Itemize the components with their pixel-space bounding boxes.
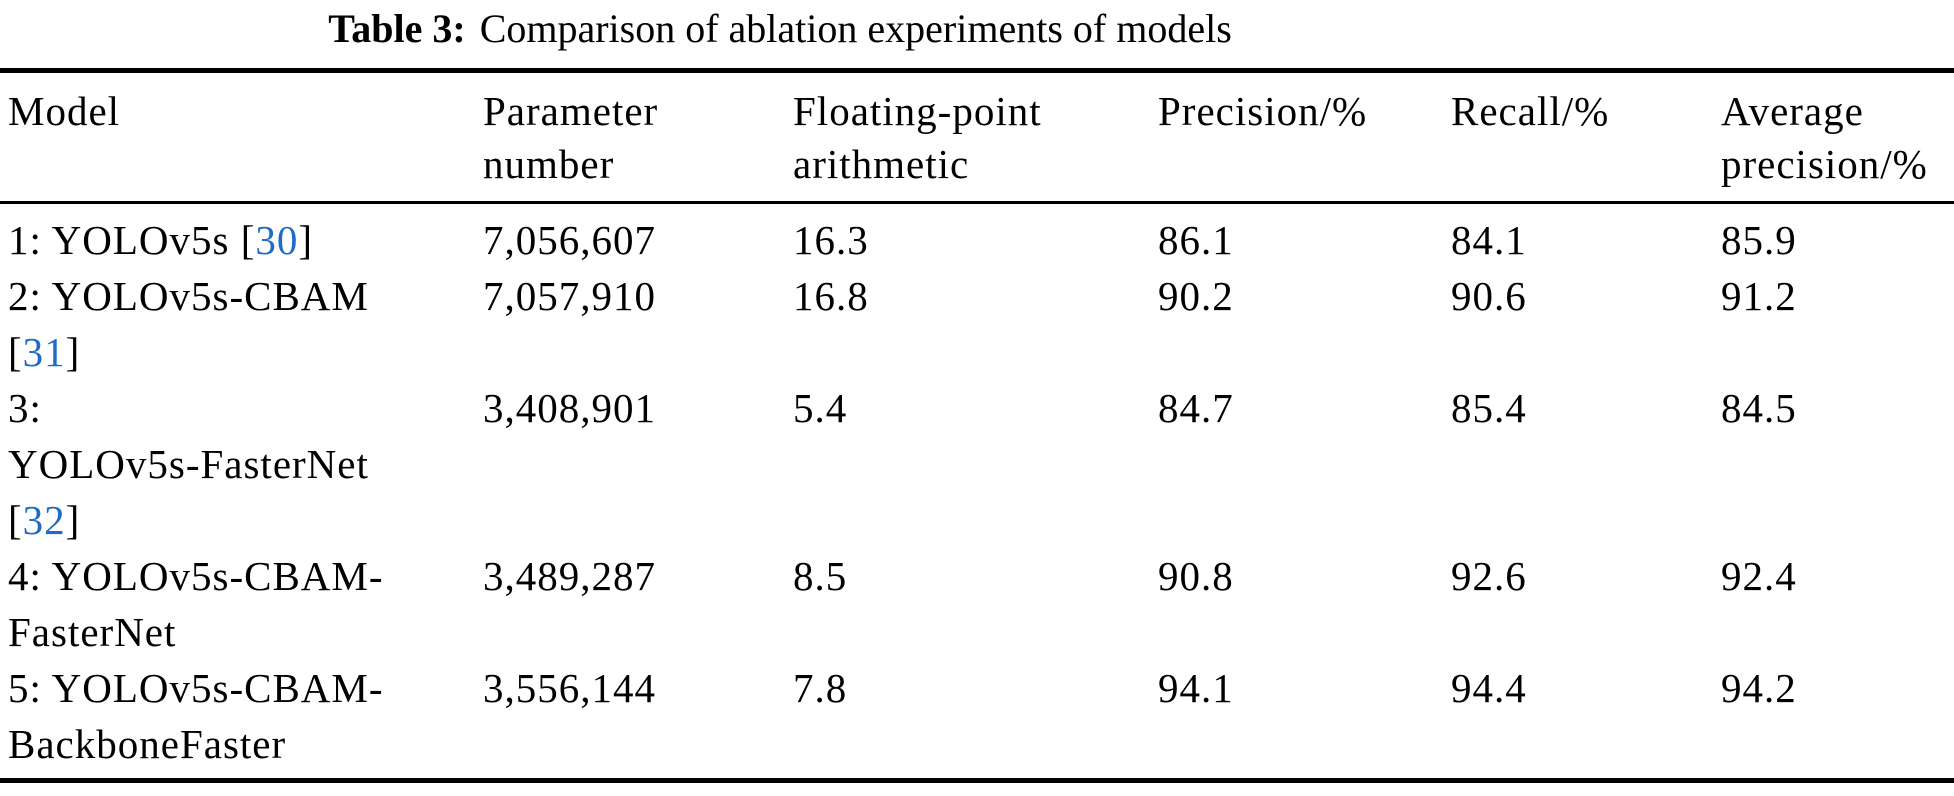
cell-average_precision: 94.2 <box>1721 665 1797 711</box>
table-row-5: 5: YOLOv5s-CBAM- BackboneFaster 3,556,144 7… <box>0 660 1954 772</box>
cell-model: 4: YOLOv5s-CBAM- FasterNet <box>0 548 483 660</box>
model-text: ] <box>65 329 81 375</box>
cell-floating_point: 8.5 <box>793 553 848 599</box>
cell-parameter_number: 3,408,901 <box>483 385 656 431</box>
column-header-average_precision: Average precision/% <box>1721 88 1928 187</box>
model-text: 4: YOLOv5s-CBAM- <box>8 553 384 599</box>
model-line: 3: <box>8 380 483 436</box>
model-line: 1: YOLOv5s [30] <box>8 212 483 268</box>
model-line: 4: YOLOv5s-CBAM- <box>8 548 483 604</box>
model-text: 1: YOLOv5s [ <box>8 217 256 263</box>
cell-recall: 84.1 <box>1451 217 1527 263</box>
model-text: [ <box>8 329 23 375</box>
table-caption-text: Comparison of ablation experiments of mo… <box>479 6 1232 51</box>
cell-average_precision: 85.9 <box>1721 217 1797 263</box>
cell-precision: 84.7 <box>1158 385 1234 431</box>
model-line: 5: YOLOv5s-CBAM- <box>8 660 483 716</box>
model-text: BackboneFaster <box>8 721 287 767</box>
model-text: 5: YOLOv5s-CBAM- <box>8 665 384 711</box>
cell-model: 2: YOLOv5s-CBAM [31] <box>0 268 483 380</box>
cell-recall: 94.4 <box>1451 665 1527 711</box>
cell-parameter_number: 3,489,287 <box>483 553 656 599</box>
table-header-rule <box>0 201 1954 204</box>
table-row-4: 4: YOLOv5s-CBAM- FasterNet 3,489,287 8.5 90.… <box>0 548 1954 660</box>
cell-recall: 92.6 <box>1451 553 1527 599</box>
cell-average_precision: 91.2 <box>1721 273 1797 319</box>
model-line: FasterNet <box>8 604 483 660</box>
cell-average_precision: 84.5 <box>1721 385 1797 431</box>
cell-precision: 94.1 <box>1158 665 1234 711</box>
cell-precision: 86.1 <box>1158 217 1234 263</box>
model-text: 3: <box>8 385 42 431</box>
table-bottom-rule <box>0 778 1954 783</box>
cell-floating_point: 16.8 <box>793 273 869 319</box>
cell-recall: 90.6 <box>1451 273 1527 319</box>
column-header-precision: Precision/% <box>1158 88 1368 134</box>
cell-parameter_number: 3,556,144 <box>483 665 656 711</box>
table-caption: Table 3: Comparison of ablation experimen… <box>0 0 1560 52</box>
model-line: [32] <box>8 492 483 548</box>
model-line: YOLOv5s-FasterNet <box>8 436 483 492</box>
model-text: 2: YOLOv5s-CBAM <box>8 273 369 319</box>
column-header-floating_point: Floating-point arithmetic <box>793 88 1042 187</box>
cell-floating_point: 7.8 <box>793 665 848 711</box>
model-line: BackboneFaster <box>8 716 483 772</box>
cell-precision: 90.2 <box>1158 273 1234 319</box>
citation-link-30[interactable]: 30 <box>255 217 299 263</box>
model-text: FasterNet <box>8 609 177 655</box>
model-text: YOLOv5s-FasterNet <box>8 441 369 487</box>
model-text: ] <box>298 217 314 263</box>
model-text: ] <box>65 497 81 543</box>
cell-parameter_number: 7,057,910 <box>483 273 656 319</box>
cell-model: 1: YOLOv5s [30] <box>0 212 483 268</box>
model-line: [31] <box>8 324 483 380</box>
cell-average_precision: 92.4 <box>1721 553 1797 599</box>
cell-floating_point: 5.4 <box>793 385 848 431</box>
table-row-3: 3: YOLOv5s-FasterNet [32] 3,408,901 5.4 84.7 8… <box>0 380 1954 548</box>
citation-link-32[interactable]: 32 <box>22 497 66 543</box>
cell-model: 3: YOLOv5s-FasterNet [32] <box>0 380 483 548</box>
table-row-2: 2: YOLOv5s-CBAM [31] 7,057,910 16.8 90.2 90.6… <box>0 268 1954 380</box>
table-top-rule <box>0 68 1954 73</box>
column-header-recall: Recall/% <box>1451 88 1610 134</box>
model-line: 2: YOLOv5s-CBAM <box>8 268 483 324</box>
model-text: [ <box>8 497 23 543</box>
cell-recall: 85.4 <box>1451 385 1527 431</box>
column-header-parameter_number: Parameter number <box>483 88 659 187</box>
column-header-model: Model <box>8 88 121 134</box>
cell-model: 5: YOLOv5s-CBAM- BackboneFaster <box>0 660 483 772</box>
cell-parameter_number: 7,056,607 <box>483 217 656 263</box>
table-caption-label: Table 3: <box>328 6 466 51</box>
citation-link-31[interactable]: 31 <box>22 329 66 375</box>
cell-floating_point: 16.3 <box>793 217 869 263</box>
cell-precision: 90.8 <box>1158 553 1234 599</box>
table-body: 1: YOLOv5s [30] 7,056,607 16.3 86.1 84.1 85.9… <box>0 204 1954 772</box>
table-row-1: 1: YOLOv5s [30] 7,056,607 16.3 86.1 84.1 85.9 <box>0 212 1954 268</box>
table-header-row: Model Parameter number Floating-point arit… <box>0 73 1954 201</box>
